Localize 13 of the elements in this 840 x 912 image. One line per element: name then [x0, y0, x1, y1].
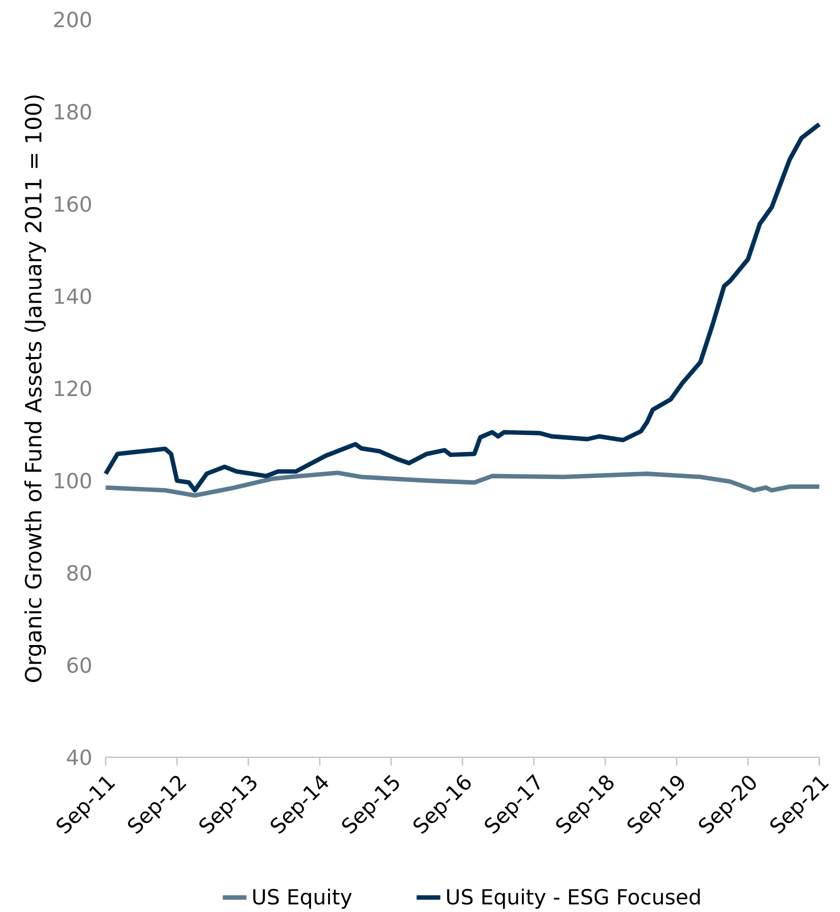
y-axis-title: Organic Growth of Fund Assets (January 2011 = 100): [24, 95, 46, 682]
legend-label: US Equity - ESG Focused: [447, 888, 700, 909]
y-tick-label: 140: [55, 288, 92, 304]
y-tick-label: 100: [55, 472, 92, 489]
y-tick-label: 40: [67, 749, 92, 766]
y-tick-label: 80: [67, 564, 92, 581]
y-tick-label: 120: [55, 380, 92, 396]
legend-label: US Equity: [253, 888, 352, 909]
y-tick-label: 200: [54, 12, 92, 28]
y-tick-label: 60: [67, 657, 92, 673]
y-tick-label: 160: [55, 196, 92, 212]
y-tick-label: 180: [55, 104, 92, 120]
line-series: [104, 122, 822, 493]
